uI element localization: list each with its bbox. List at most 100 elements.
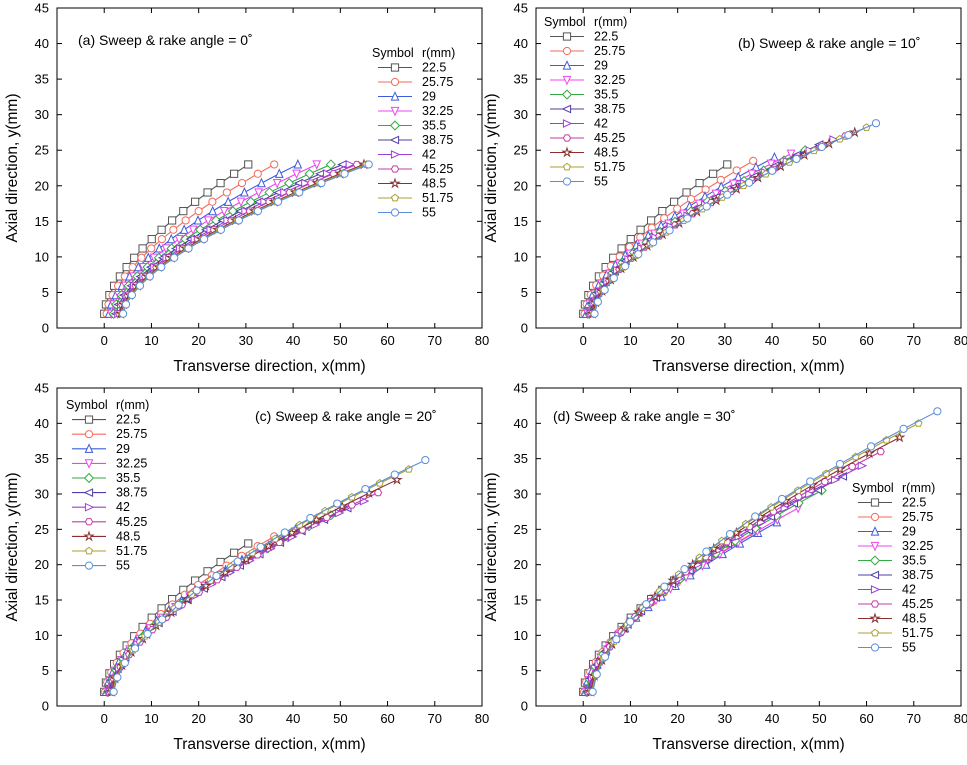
data-point bbox=[317, 179, 326, 188]
x-tick-label: 80 bbox=[475, 333, 489, 348]
x-tick-label: 50 bbox=[812, 711, 826, 726]
data-point bbox=[256, 542, 265, 552]
x-tick-label: 70 bbox=[907, 711, 921, 726]
legend-marker bbox=[390, 150, 401, 159]
x-axis-label: Transverse direction, x(mm) bbox=[173, 358, 365, 375]
y-tick-label: 20 bbox=[514, 557, 528, 572]
series-48.5 bbox=[586, 126, 861, 319]
y-tick-label: 30 bbox=[514, 107, 528, 122]
data-point bbox=[179, 224, 189, 234]
legend-label: 22.5 bbox=[594, 30, 618, 44]
data-point bbox=[707, 542, 720, 554]
y-tick-label: 25 bbox=[514, 522, 528, 537]
y-tick-label: 25 bbox=[514, 143, 528, 158]
legend-marker bbox=[870, 585, 881, 594]
data-point bbox=[658, 207, 667, 216]
series-line bbox=[586, 489, 822, 692]
data-point bbox=[649, 238, 658, 247]
y-tick-label: 20 bbox=[514, 178, 528, 193]
series-51.75 bbox=[589, 123, 871, 318]
data-point bbox=[751, 161, 761, 172]
legend-label: 25.75 bbox=[902, 510, 933, 524]
data-point bbox=[792, 154, 801, 164]
data-point bbox=[347, 501, 357, 509]
series-29 bbox=[581, 151, 779, 318]
y-tick-label: 5 bbox=[42, 285, 49, 300]
legend-marker bbox=[83, 488, 94, 497]
data-point bbox=[192, 586, 201, 595]
y-tick-label: 0 bbox=[42, 321, 49, 336]
legend-label: 35.5 bbox=[116, 471, 140, 485]
legend-label: 42 bbox=[422, 148, 436, 162]
data-point bbox=[181, 216, 190, 225]
legend-marker bbox=[870, 600, 880, 608]
series-line bbox=[590, 436, 900, 692]
data-point bbox=[145, 272, 154, 281]
y-tick-label: 0 bbox=[521, 699, 528, 714]
data-point bbox=[216, 225, 226, 234]
data-point bbox=[642, 600, 651, 609]
data-point bbox=[871, 119, 881, 128]
data-point bbox=[844, 131, 853, 140]
y-tick-label: 40 bbox=[35, 416, 49, 431]
legend-marker bbox=[83, 530, 95, 542]
data-point bbox=[133, 261, 143, 272]
legend-marker bbox=[562, 60, 572, 70]
data-point bbox=[137, 253, 146, 262]
legend-marker bbox=[84, 546, 94, 555]
series-line bbox=[591, 135, 846, 314]
data-point bbox=[188, 225, 198, 236]
data-point bbox=[113, 673, 122, 682]
data-point bbox=[191, 197, 200, 206]
legend-label: 38.75 bbox=[594, 102, 625, 116]
series-29 bbox=[580, 516, 782, 696]
y-tick-label: 0 bbox=[42, 699, 49, 714]
legend-marker bbox=[84, 518, 94, 526]
data-point bbox=[244, 539, 253, 548]
data-point bbox=[805, 489, 815, 499]
data-point bbox=[673, 204, 682, 213]
data-point bbox=[168, 216, 177, 225]
data-point bbox=[768, 166, 777, 175]
y-axis-label: Axial direction, y(mm) bbox=[483, 94, 500, 243]
data-point bbox=[154, 243, 164, 253]
data-point bbox=[322, 513, 331, 522]
data-point bbox=[702, 202, 711, 211]
data-point bbox=[695, 179, 704, 188]
series-35.5 bbox=[581, 485, 827, 697]
data-point bbox=[621, 262, 630, 271]
data-point bbox=[729, 179, 738, 190]
data-point bbox=[130, 644, 140, 653]
x-tick-label: 30 bbox=[239, 711, 253, 726]
data-point bbox=[751, 512, 760, 521]
data-point bbox=[219, 207, 229, 217]
legend-marker bbox=[390, 165, 400, 173]
data-point bbox=[223, 196, 233, 206]
x-tick-label: 20 bbox=[670, 711, 684, 726]
series-45.25 bbox=[585, 447, 885, 696]
legend-label: 38.75 bbox=[422, 133, 453, 147]
data-point bbox=[121, 300, 131, 309]
data-point bbox=[200, 235, 209, 244]
x-tick-label: 50 bbox=[333, 711, 347, 726]
data-point bbox=[158, 615, 167, 624]
y-tick-label: 35 bbox=[35, 72, 49, 87]
legend-marker bbox=[390, 208, 400, 217]
legend-marker bbox=[84, 415, 94, 424]
legend-marker bbox=[390, 106, 400, 117]
series-48.5 bbox=[584, 431, 906, 697]
data-point bbox=[733, 171, 743, 181]
data-point bbox=[830, 475, 841, 485]
legend-marker bbox=[83, 472, 95, 484]
plot-frame bbox=[535, 387, 962, 707]
legend-label: 38.75 bbox=[902, 568, 933, 582]
x-axis-label: Transverse direction, x(mm) bbox=[652, 358, 844, 375]
chart-panel-2: 0 10 20 30 40 50 60 70 80 0 5 10 15 20 25 30 35 40 45 Trans… bbox=[483, 1, 967, 376]
plot-frame bbox=[535, 7, 962, 329]
data-point bbox=[851, 452, 860, 461]
legend-marker bbox=[390, 193, 400, 202]
data-point bbox=[203, 216, 213, 226]
data-point bbox=[301, 178, 311, 188]
legend-label: 45.25 bbox=[422, 162, 453, 176]
legend-header-symbol: Symbol bbox=[372, 46, 414, 60]
